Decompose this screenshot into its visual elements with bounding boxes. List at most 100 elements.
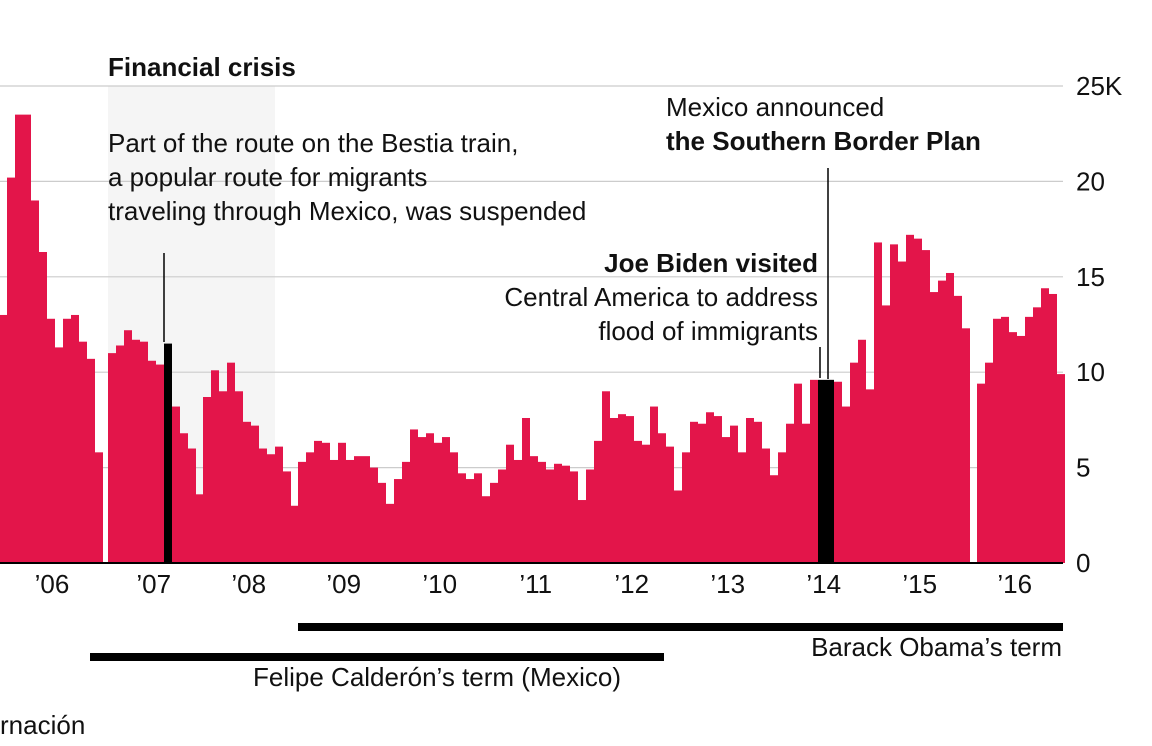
- bar: [714, 416, 722, 563]
- y-tick-label: 15: [1076, 262, 1105, 292]
- bar: [506, 444, 514, 563]
- bar: [778, 452, 786, 563]
- obama-term-label: Barack Obama’s term: [811, 632, 1062, 662]
- bar: [1009, 332, 1017, 563]
- bar: [706, 412, 714, 563]
- y-tick-label: 0: [1076, 548, 1090, 578]
- bar: [850, 362, 858, 563]
- y-tick-label: 25K: [1076, 71, 1123, 101]
- bar: [346, 459, 354, 563]
- bar: [156, 364, 164, 563]
- bar: [1025, 316, 1033, 563]
- bar: [196, 494, 204, 563]
- bar: [322, 442, 330, 563]
- bar: [235, 391, 243, 563]
- x-tick-label: ’06: [35, 569, 70, 599]
- bar: [890, 244, 898, 563]
- bar: [898, 261, 906, 563]
- bar: [834, 381, 842, 563]
- bar: [1001, 316, 1009, 563]
- bar: [354, 456, 362, 563]
- bar: [55, 347, 63, 563]
- bar: [930, 292, 938, 563]
- bar: [586, 469, 594, 563]
- bar: [650, 406, 658, 563]
- bar: [95, 452, 103, 563]
- bar: [15, 114, 23, 564]
- bar: [306, 452, 314, 563]
- highlighted-bar: [826, 379, 834, 563]
- bar: [378, 482, 386, 563]
- bar: [298, 461, 306, 563]
- shade-label: Financial crisis: [108, 52, 296, 82]
- bar: [946, 272, 954, 563]
- bar: [71, 314, 79, 563]
- bar: [426, 433, 434, 563]
- southern-border-annotation-line: Mexico announced: [666, 92, 885, 122]
- bar: [79, 341, 87, 563]
- bar: [410, 429, 418, 563]
- southern-border-annotation-title: the Southern Border Plan: [666, 126, 981, 156]
- bar: [762, 448, 770, 563]
- bar: [442, 437, 450, 563]
- bar: [642, 444, 650, 563]
- bar: [116, 345, 124, 563]
- bar: [172, 406, 180, 563]
- bar: [754, 421, 762, 563]
- bar: [985, 362, 993, 563]
- bar: [602, 391, 610, 563]
- bar: [626, 416, 634, 563]
- obama-term-bar: [298, 623, 1063, 631]
- highlighted-bar: [818, 379, 826, 563]
- biden-annotation: Joe Biden visited Central America to add…: [504, 246, 818, 348]
- bar: [858, 339, 866, 563]
- bar: [490, 482, 498, 563]
- bestia-annotation-line: Part of the route on the Bestia train,: [108, 128, 519, 158]
- x-tick-label: ’09: [326, 569, 361, 599]
- y-axis-tick-labels: 0 5 10 15 20 25K: [1076, 71, 1123, 578]
- bar: [474, 473, 482, 563]
- term-bars: [90, 623, 1063, 661]
- bar: [738, 452, 746, 563]
- bestia-annotation-line: a popular route for migrants: [108, 162, 428, 192]
- bars: [0, 114, 1065, 564]
- bar: [402, 461, 410, 563]
- bar: [594, 440, 602, 563]
- bar: [874, 242, 882, 563]
- bar: [251, 425, 259, 563]
- bestia-annotation-line: traveling through Mexico, was suspended: [108, 196, 587, 226]
- x-tick-label: ’10: [422, 569, 457, 599]
- bar: [124, 330, 132, 563]
- calderon-term-label: Felipe Calderón’s term (Mexico): [253, 662, 621, 692]
- bar: [810, 379, 818, 563]
- bar: [23, 114, 31, 564]
- bar: [906, 234, 914, 563]
- bar: [618, 414, 626, 563]
- bar: [794, 383, 802, 563]
- y-tick-label: 5: [1076, 453, 1090, 483]
- bar: [498, 469, 506, 563]
- bar: [922, 250, 930, 563]
- biden-annotation-title: Joe Biden visited: [604, 248, 818, 278]
- biden-annotation-line: Central America to address: [504, 282, 818, 312]
- southern-border-annotation: Mexico announced the Southern Border Pla…: [666, 90, 981, 158]
- bar: [610, 417, 618, 563]
- x-tick-label: ’07: [136, 569, 171, 599]
- bar: [1017, 335, 1025, 563]
- bar: [514, 459, 522, 563]
- x-tick-label: ’15: [902, 569, 937, 599]
- bar: [562, 465, 570, 563]
- bar: [219, 391, 227, 563]
- bar: [634, 440, 642, 563]
- bar: [538, 461, 546, 563]
- bar: [938, 280, 946, 563]
- bar: [275, 446, 283, 563]
- x-tick-label: ’16: [997, 569, 1032, 599]
- bar: [39, 251, 47, 563]
- bar: [1041, 288, 1049, 563]
- bar: [530, 456, 538, 563]
- bar: [866, 389, 874, 563]
- bar: [370, 467, 378, 563]
- x-tick-label: ’14: [806, 569, 841, 599]
